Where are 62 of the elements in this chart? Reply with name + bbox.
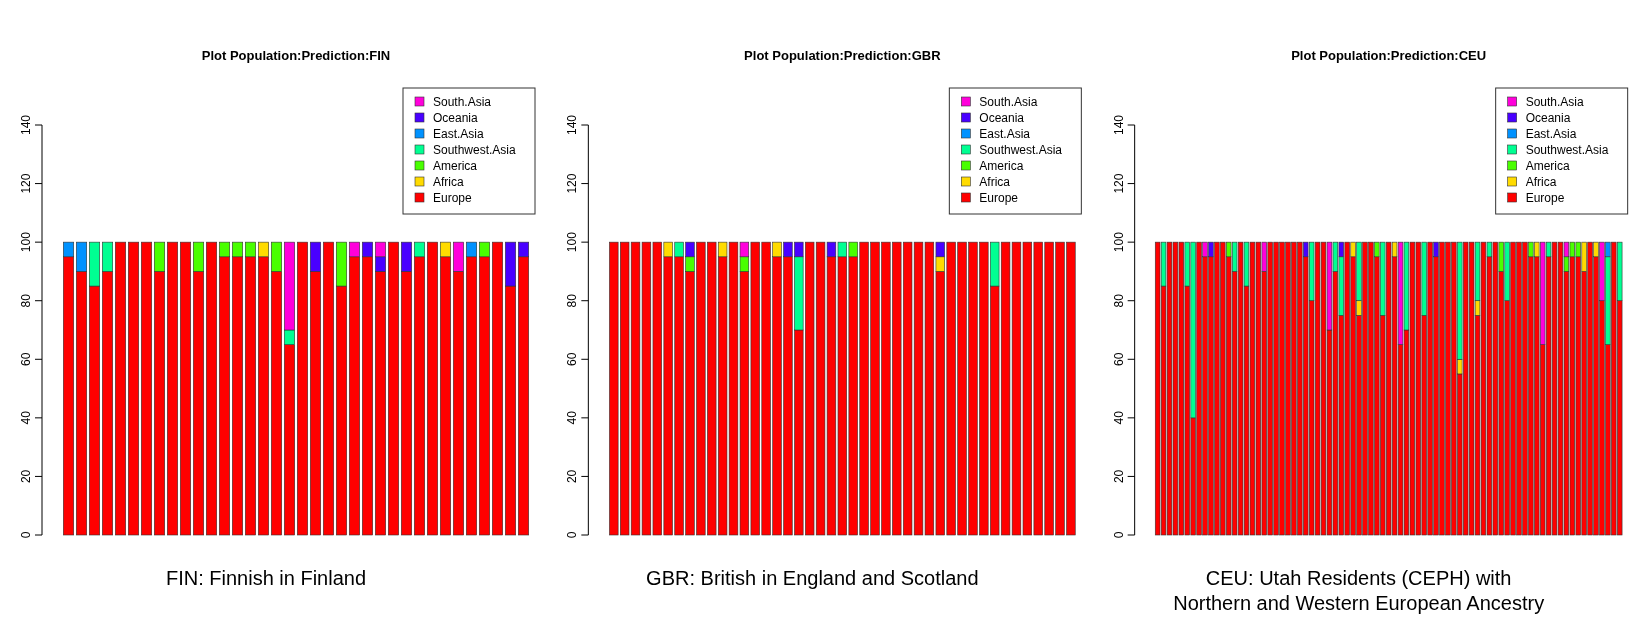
legend-label: Europe	[979, 191, 1019, 205]
y-tick-label: 100	[1111, 231, 1126, 253]
bar	[115, 241, 126, 536]
legend-label: Europe	[433, 191, 473, 205]
legend-label: East.Asia	[1525, 127, 1577, 141]
y-tick-label: 20	[565, 469, 580, 484]
y-tick-label: 140	[565, 114, 580, 136]
y-tick-label: 100	[19, 231, 33, 253]
y-tick-label: 80	[19, 293, 33, 308]
legend-label: East.Asia	[433, 127, 485, 141]
legend-label: Africa	[433, 175, 464, 189]
bar	[297, 241, 308, 536]
bar	[388, 241, 399, 536]
text: FIN: Finnish in Finland	[165, 567, 367, 589]
legend-label: Africa	[1525, 175, 1557, 189]
bar	[128, 241, 139, 536]
legend-label: Oceania	[979, 111, 1025, 125]
y-tick-label: 0	[565, 531, 580, 539]
legend-label: South.Asia	[979, 95, 1038, 109]
y-tick-label: 60	[19, 352, 33, 366]
legend-label: Southwest.Asia	[1525, 143, 1609, 157]
legend-label: Oceania	[433, 111, 479, 125]
text: CEU: Utah Residents (CEPH) with Northern and Western European Ancestry	[1173, 567, 1545, 614]
y-tick-label: 120	[565, 173, 580, 194]
legend-label: East.Asia	[979, 127, 1031, 141]
legend-label: Southwest.Asia	[433, 143, 517, 157]
bar	[141, 241, 152, 536]
y-tick-label: 40	[19, 410, 33, 425]
legend-label: Europe	[1525, 191, 1565, 205]
chart-title: Plot Population:Prediction:FIN	[201, 48, 391, 63]
chart-title: Plot Population:Prediction:GBR	[744, 48, 942, 63]
y-tick-label: 140	[1111, 114, 1126, 136]
chart-title: Plot Population:Prediction:CEU	[1291, 48, 1487, 63]
bar	[206, 241, 217, 536]
legend-label: South.Asia	[1525, 95, 1585, 109]
y-tick-label: 80	[565, 293, 580, 308]
y-tick-label: 120	[1111, 173, 1126, 194]
legend-label: Africa	[979, 175, 1011, 189]
legend-label: America	[1525, 159, 1570, 173]
y-tick-label: 120	[19, 173, 33, 194]
y-tick-label: 0	[1111, 531, 1126, 539]
bar	[180, 241, 191, 536]
y-tick-label: 20	[19, 469, 33, 484]
legend-label: South.Asia	[433, 95, 492, 109]
text: GBR: British in England and Scotland	[646, 567, 979, 589]
legend-label: America	[979, 159, 1024, 173]
y-tick-label: 60	[1111, 352, 1126, 366]
y-tick-label: 40	[565, 410, 580, 425]
legend-label: Oceania	[1525, 111, 1571, 125]
y-tick-label: 80	[1111, 293, 1126, 308]
y-tick-label: 140	[19, 114, 33, 136]
legend-label: America	[433, 159, 478, 173]
y-tick-label: 60	[565, 352, 580, 366]
bar	[492, 241, 503, 536]
legend-label: Southwest.Asia	[979, 143, 1063, 157]
bar	[427, 241, 438, 536]
y-tick-label: 0	[19, 531, 33, 539]
bar	[167, 241, 178, 536]
y-tick-label: 100	[565, 231, 580, 253]
y-tick-label: 20	[1111, 469, 1126, 484]
bar	[323, 241, 334, 536]
y-tick-label: 40	[1111, 410, 1126, 425]
